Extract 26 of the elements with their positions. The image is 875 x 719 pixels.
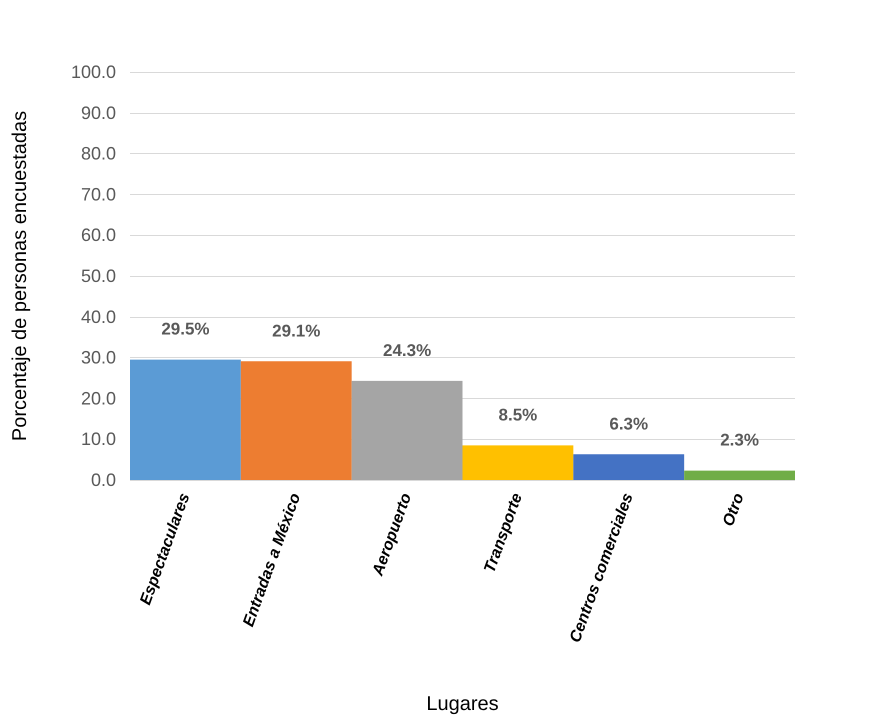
data-label: 29.1% (272, 321, 320, 340)
y-tick-label: 80.0 (80, 144, 116, 164)
bar (240, 361, 352, 480)
y-tick-label: 50.0 (80, 266, 116, 286)
data-label: 8.5% (498, 405, 538, 424)
y-tick-label: 60.0 (80, 225, 116, 246)
bar (462, 445, 574, 480)
data-label: 6.3% (609, 414, 648, 434)
data-label: 2.3% (720, 430, 759, 450)
y-tick-label: 20.0 (80, 388, 116, 408)
bar (130, 360, 241, 480)
bar (573, 454, 684, 480)
y-tick-label: 100.0 (70, 62, 116, 82)
data-label: 29.5% (161, 320, 210, 339)
y-tick-label: 90.0 (80, 102, 116, 123)
y-tick-label: 10.0 (80, 429, 116, 450)
y-tick-label: 70.0 (80, 184, 116, 204)
y-tick-label: 30.0 (80, 348, 116, 368)
x-tick-label: Otro (720, 490, 748, 529)
y-tick-label: 0.0 (90, 470, 116, 490)
y-tick-label: 40.0 (80, 306, 116, 327)
bar (352, 380, 462, 480)
bar (684, 470, 795, 480)
y-axis-title: Porcentaje de personas encuestadas (9, 110, 31, 442)
x-axis-title: Lugares (426, 693, 499, 715)
data-label: 24.3% (382, 340, 432, 360)
